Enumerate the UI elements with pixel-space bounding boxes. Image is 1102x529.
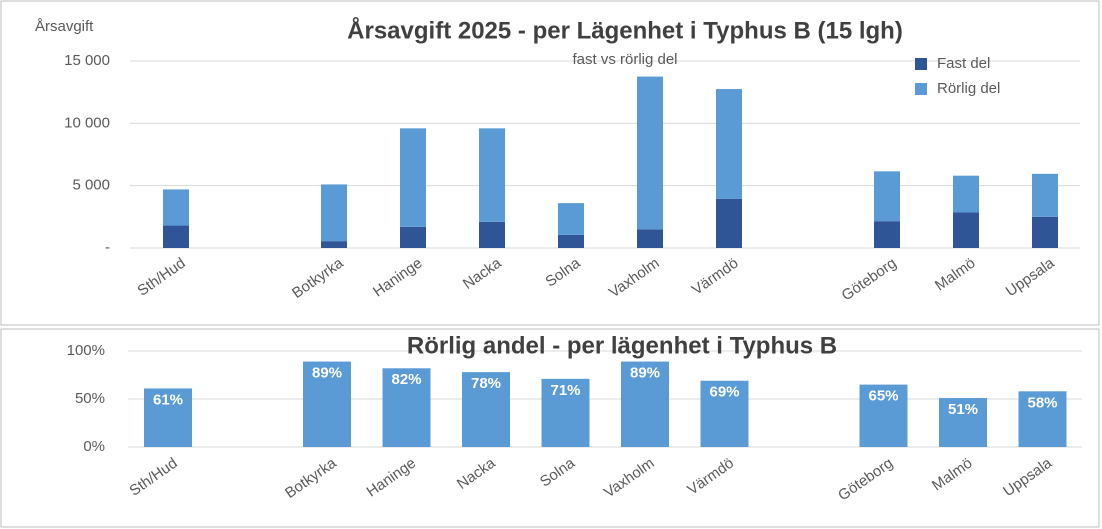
data-label: 89% (630, 365, 660, 382)
bar (462, 372, 510, 447)
bar-segment (400, 128, 426, 227)
data-label: 51% (948, 401, 978, 418)
bar (859, 384, 908, 447)
bar (700, 380, 749, 447)
bar (1018, 391, 1067, 447)
bar (621, 361, 669, 447)
legend-label: Fast del (937, 55, 990, 72)
bar (382, 368, 431, 447)
data-label: 82% (391, 371, 421, 388)
bar-segment (874, 171, 900, 222)
data-label: 61% (153, 391, 183, 408)
y-tick-label: 15 000 (64, 52, 110, 69)
data-label: 89% (312, 365, 342, 382)
legend-swatch (915, 83, 927, 95)
data-label: 65% (868, 388, 898, 405)
y-tick-label: 100% (67, 342, 105, 359)
data-label: 58% (1027, 394, 1057, 411)
bar-segment (479, 128, 505, 222)
legend-swatch (915, 58, 927, 70)
bar-segment (1032, 173, 1058, 217)
y-tick-label: 0% (83, 438, 105, 455)
bar-segment (637, 229, 663, 248)
bar (541, 378, 590, 447)
bar-segment (953, 212, 979, 248)
data-label: 78% (471, 375, 501, 392)
bar (144, 388, 192, 447)
bar (939, 398, 987, 447)
bar-segment (321, 184, 347, 242)
bar (303, 361, 351, 447)
bar-segment (163, 189, 189, 226)
y-tick-label: - (105, 239, 110, 256)
bar-segment (1032, 216, 1058, 248)
y-tick-label: 50% (75, 390, 105, 407)
bar-segment (479, 221, 505, 248)
bar-segment (953, 175, 979, 213)
chart-title: Rörlig andel - per lägenhet i Typhus B (407, 332, 837, 359)
bar-segment (400, 226, 426, 248)
bar-segment (716, 198, 742, 248)
y-axis-label: Årsavgift (35, 18, 94, 35)
bar-segment (163, 225, 189, 248)
bar-segment (558, 203, 584, 235)
data-label: 69% (709, 384, 739, 401)
data-label: 71% (550, 382, 580, 399)
bar-segment (874, 221, 900, 248)
legend-label: Rörlig del (937, 80, 1000, 97)
top-panel (0, 0, 1100, 326)
y-tick-label: 10 000 (64, 114, 110, 131)
chart-subtitle: fast vs rörlig del (572, 51, 677, 68)
bar-segment (637, 76, 663, 230)
y-tick-label: 5 000 (72, 177, 110, 194)
bar-segment (321, 241, 347, 248)
chart-title: Årsavgift 2025 - per Lägenhet i Typhus B… (347, 16, 903, 44)
bar-segment (558, 234, 584, 248)
bar-segment (716, 89, 742, 199)
